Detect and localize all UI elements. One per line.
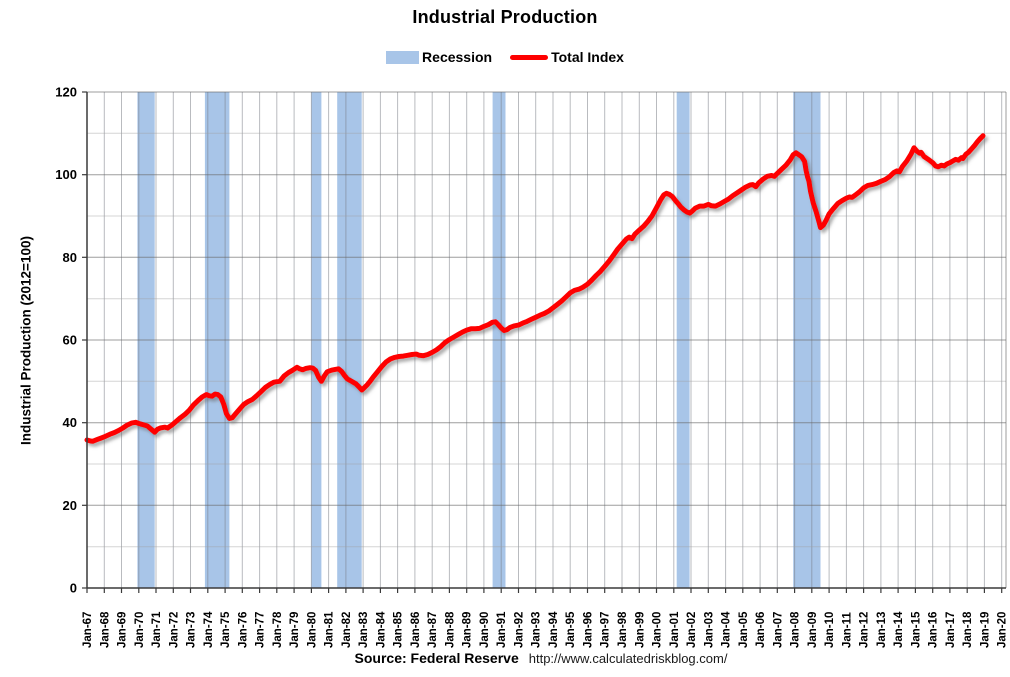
x-tick-label: Jan-95 bbox=[565, 611, 577, 648]
source-url: http://www.calculatedriskblog.com/ bbox=[528, 651, 728, 666]
x-tick-label: Jan-69 bbox=[117, 612, 129, 648]
x-tick-label: Jan-96 bbox=[583, 612, 595, 648]
gridlines bbox=[87, 91, 1007, 588]
y-tick-label: 80 bbox=[63, 250, 77, 265]
x-tick-label: Jan-85 bbox=[393, 611, 405, 648]
legend-recession-label: Recession bbox=[422, 49, 493, 65]
y-tick-label: 40 bbox=[63, 415, 77, 430]
x-tick-label: Jan-12 bbox=[859, 612, 871, 648]
x-tick-label: Jan-71 bbox=[151, 611, 163, 648]
x-tick-label: Jan-01 bbox=[669, 611, 681, 648]
x-tick-label: Jan-82 bbox=[341, 612, 353, 648]
legend: Recession Total Index bbox=[0, 49, 1010, 65]
chart-title: Industrial Production bbox=[412, 7, 598, 27]
recession-swatch-icon bbox=[386, 50, 420, 64]
x-tick-label: Jan-14 bbox=[893, 611, 905, 648]
x-tick-label: Jan-89 bbox=[462, 612, 474, 648]
x-tick-label: Jan-73 bbox=[186, 612, 198, 648]
x-tick-label: Jan-81 bbox=[324, 611, 336, 648]
x-tick-label: Jan-20 bbox=[997, 612, 1009, 648]
x-tick-label: Jan-04 bbox=[721, 611, 733, 648]
x-tick-label: Jan-84 bbox=[375, 611, 387, 648]
x-tick-label: Jan-02 bbox=[686, 612, 698, 648]
legend-item-total-index: Total Index bbox=[510, 49, 624, 65]
x-tick-label: Jan-07 bbox=[772, 612, 784, 648]
x-tick-label: Jan-67 bbox=[82, 612, 94, 648]
legend-item-recession: Recession bbox=[386, 49, 492, 65]
x-tick-label: Jan-74 bbox=[203, 611, 215, 648]
source-label: Source: Federal Reserve bbox=[354, 650, 519, 666]
x-tick-label: Jan-17 bbox=[945, 612, 957, 648]
x-tick-label: Jan-80 bbox=[306, 612, 318, 648]
x-tick-label: Jan-16 bbox=[928, 612, 940, 648]
x-tick-label: Jan-00 bbox=[652, 612, 664, 648]
y-tick-label: 20 bbox=[63, 498, 77, 513]
source-line: Source: Federal Reserve http://www.calcul… bbox=[36, 650, 1010, 668]
x-tick-label: Jan-94 bbox=[548, 611, 560, 648]
x-tick-label: Jan-68 bbox=[99, 611, 111, 648]
x-tick-label: Jan-08 bbox=[790, 611, 802, 648]
x-tick-label: Jan-15 bbox=[910, 611, 922, 648]
x-tick-label: Jan-93 bbox=[531, 612, 543, 648]
x-tick-label: Jan-77 bbox=[255, 612, 267, 648]
total-index-line bbox=[84, 133, 986, 444]
x-tick-label: Jan-79 bbox=[289, 612, 301, 648]
y-tick-label: 0 bbox=[70, 581, 77, 596]
axis-labels: 0 20 40 60 80 100 120 Jan-67 Jan-68 Jan-69 Jan-70 J… bbox=[55, 85, 1008, 649]
x-tick-label: Jan-06 bbox=[755, 612, 767, 648]
x-tick-label: Jan-72 bbox=[168, 612, 180, 648]
x-tick-label: Jan-75 bbox=[220, 611, 232, 648]
y-tick-label: 120 bbox=[55, 85, 77, 100]
y-tick-label: 100 bbox=[55, 167, 77, 182]
x-tick-label: Jan-97 bbox=[600, 612, 612, 648]
x-tick-label: Jan-83 bbox=[358, 612, 370, 648]
x-tick-label: Jan-70 bbox=[134, 612, 146, 648]
total-index-line-icon bbox=[510, 54, 549, 60]
x-tick-label: Jan-76 bbox=[237, 612, 249, 648]
x-tick-label: Jan-99 bbox=[634, 612, 646, 648]
x-tick-label: Jan-86 bbox=[410, 612, 422, 648]
x-tick-label: Jan-88 bbox=[444, 611, 456, 648]
x-tick-label: Jan-11 bbox=[841, 612, 853, 648]
y-tick-label: 60 bbox=[63, 333, 77, 348]
x-tick-label: Jan-78 bbox=[272, 611, 284, 648]
x-tick-label: Jan-87 bbox=[427, 612, 439, 648]
x-tick-label: Jan-92 bbox=[514, 612, 526, 648]
x-tick-label: Jan-03 bbox=[703, 612, 715, 648]
legend-total-index-label: Total Index bbox=[551, 49, 624, 65]
x-tick-label: Jan-98 bbox=[617, 611, 629, 648]
x-tick-label: Jan-09 bbox=[807, 612, 819, 648]
x-tick-label: Jan-10 bbox=[824, 612, 836, 648]
x-tick-label: Jan-90 bbox=[479, 612, 491, 648]
x-tick-label: Jan-91 bbox=[496, 611, 508, 648]
x-tick-label: Jan-13 bbox=[876, 612, 888, 648]
total-index-series bbox=[84, 133, 986, 444]
x-tick-label: Jan-19 bbox=[979, 612, 991, 648]
x-tick-label: Jan-18 bbox=[962, 611, 974, 648]
x-tick-label: Jan-05 bbox=[738, 611, 750, 648]
axes bbox=[82, 91, 1006, 593]
